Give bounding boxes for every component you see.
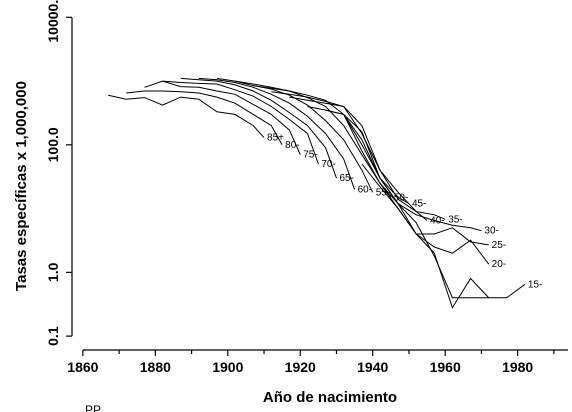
series-line-35: [289, 96, 446, 220]
series-line-80: [126, 90, 283, 146]
series-line-45: [253, 85, 410, 205]
cropped-footer-text: PP: [85, 403, 101, 412]
series-line-unlabeled: [379, 182, 489, 299]
x-tick-label: 1940: [357, 359, 388, 375]
series-line-15: [361, 163, 526, 309]
axes: 1860 1880 1900 1920 1940 1960 1980 0.1 1.0 100.0 1…: [45, 0, 568, 375]
series-label: 85+: [267, 133, 284, 144]
series-line-70: [162, 80, 319, 165]
series-label: 45-: [412, 199, 426, 210]
x-tick-label: 1880: [140, 359, 171, 375]
series-label: 15-: [528, 279, 542, 290]
series-label: 30-: [484, 226, 498, 237]
series-line-25: [325, 109, 489, 246]
y-tick-label: 100.0: [45, 127, 61, 162]
series-lines: [108, 77, 526, 309]
x-tick-label: 1860: [67, 359, 98, 375]
series-line-75: [144, 80, 301, 155]
x-tick-label: 1960: [430, 359, 461, 375]
x-tick-label: 1980: [502, 359, 533, 375]
series-line-60: [198, 77, 356, 190]
series-label: 80-: [285, 140, 299, 151]
series-label: 75-: [303, 150, 317, 161]
series-label: 20-: [492, 259, 506, 270]
series-label: 55-: [376, 187, 390, 198]
series-labels: 85+80- 75- 70- 65- 60- 55- 50- 45- 40- 35- 30- 25- 2…: [267, 133, 542, 291]
series-line-85: [108, 94, 265, 138]
y-axis-title: Tasas específicas x 1,000,000: [13, 81, 30, 291]
series-line-40: [271, 91, 428, 221]
x-axis-title: Año de nacimiento: [263, 389, 397, 406]
y-tick-label: 1.0: [45, 262, 61, 282]
y-tick-label: 0.1: [45, 326, 61, 346]
series-label: 50-: [394, 192, 408, 203]
series-label: 35-: [448, 214, 462, 225]
series-line-65: [180, 77, 337, 179]
x-tick-label: 1900: [212, 359, 243, 375]
series-label: 65-: [339, 173, 353, 184]
series-label: 60-: [358, 184, 372, 195]
x-tick-label: 1920: [285, 359, 316, 375]
series-label: 70-: [321, 159, 335, 170]
series-label: 40-: [430, 216, 444, 227]
series-line-55: [216, 77, 374, 193]
y-tick-label: 10000.0: [45, 0, 61, 43]
series-label: 25-: [492, 240, 506, 251]
